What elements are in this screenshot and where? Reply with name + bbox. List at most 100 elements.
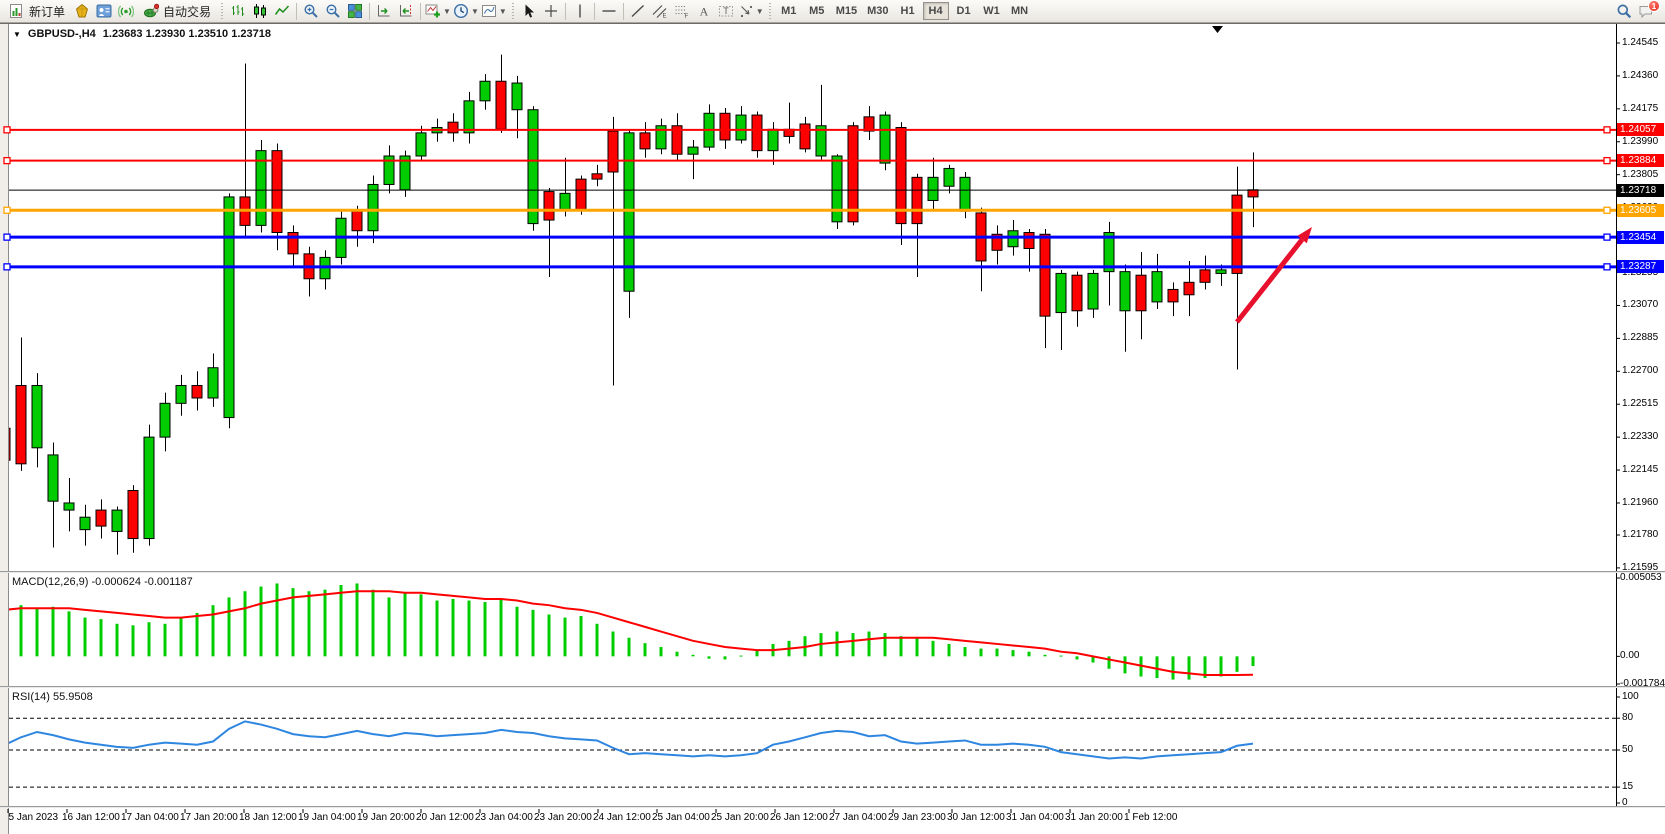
timeframe-h1-button[interactable]: H1 <box>900 5 915 17</box>
navigator-button[interactable] <box>93 1 115 21</box>
macd-bar <box>4 610 7 657</box>
line-handle[interactable] <box>1603 126 1611 134</box>
macd-bar <box>1059 655 1063 657</box>
chart-shift-marker-icon[interactable] <box>1212 26 1223 33</box>
macd-bar <box>931 640 935 657</box>
x-axis-label: 29 Jan 23:00 <box>888 812 946 823</box>
toolbar-separator <box>622 2 624 20</box>
price-line-badge: 1.23454 <box>1617 230 1664 244</box>
line-handle[interactable] <box>3 126 11 134</box>
equidistant-channel-button[interactable]: E <box>649 1 671 21</box>
line-chart-mode-button[interactable] <box>271 1 293 21</box>
toolbar-separator <box>593 2 595 20</box>
macd-bar <box>915 637 919 657</box>
line-handle[interactable] <box>3 263 11 271</box>
auto-trading-button[interactable]: 自动交易 <box>137 1 217 21</box>
dropdown-caret-icon[interactable]: ▼ <box>498 6 507 16</box>
candle-body <box>735 114 747 141</box>
hline-icon <box>601 3 617 19</box>
text-button[interactable]: A <box>693 1 715 21</box>
notifications-button[interactable]: 1 <box>1635 0 1660 21</box>
timeframe-w1-button[interactable]: W1 <box>983 5 1000 17</box>
horizontal-line-button[interactable] <box>598 1 620 21</box>
price-line-badge: 1.23718 <box>1617 183 1664 197</box>
candle-body <box>863 116 875 132</box>
line-handle[interactable] <box>3 206 11 214</box>
chart-symbol-period: GBPUSD-,H4 <box>27 28 96 40</box>
candle-body <box>1087 272 1099 310</box>
line-handle[interactable] <box>1603 156 1611 165</box>
macd-bar <box>1043 654 1047 657</box>
timeframe-h4-button[interactable]: H4 <box>922 2 949 20</box>
timeframe-m5-button[interactable]: M5 <box>809 5 825 17</box>
line-handle[interactable] <box>1603 263 1611 271</box>
template-icon <box>481 3 497 19</box>
chart-menu-icon[interactable]: ▼ <box>13 29 21 39</box>
market-watch-button[interactable] <box>71 1 93 21</box>
timeframe-m1-button[interactable]: M1 <box>781 5 797 17</box>
tile-windows-button[interactable] <box>344 1 366 21</box>
search-icon <box>1616 3 1632 19</box>
candle-body <box>575 178 587 210</box>
search-button[interactable] <box>1613 1 1635 21</box>
crosshair-button[interactable] <box>540 1 562 21</box>
macd-bar <box>1027 651 1031 657</box>
cursor-button[interactable] <box>518 1 540 21</box>
candle-body <box>543 191 555 221</box>
trendline-button[interactable] <box>627 1 649 21</box>
toolbar: 新订单 自动交易 ▼ ▼ ▼ E F A T ▼ M1 M5 M15 M30 H1 H4 D1 W1 MN 1 <box>0 0 1665 23</box>
line-handle[interactable] <box>3 233 11 241</box>
toolbar-grip <box>511 2 514 20</box>
macd-bar <box>643 643 647 657</box>
arrows-button[interactable]: ▼ <box>737 1 765 21</box>
timeframe-m15-button[interactable]: M15 <box>835 5 858 17</box>
line-handle[interactable] <box>3 156 11 165</box>
trend-arrow-head[interactable] <box>1297 227 1312 244</box>
dropdown-caret-icon[interactable]: ▼ <box>470 6 479 16</box>
line-handle[interactable] <box>1603 233 1611 241</box>
price-line-badge: 1.23605 <box>1617 203 1664 217</box>
zoom-out-icon <box>325 3 341 19</box>
periods-button[interactable]: ▼ <box>452 1 480 21</box>
new-order-button[interactable]: 新订单 <box>3 1 71 21</box>
fibonacci-button[interactable]: F <box>671 1 693 21</box>
panel-separator[interactable] <box>0 686 1665 688</box>
timeframe-m30-button[interactable]: M30 <box>867 5 889 17</box>
indicators-button[interactable]: ▼ <box>424 1 452 21</box>
templates-button[interactable]: ▼ <box>480 1 508 21</box>
vertical-line-button[interactable] <box>569 1 591 21</box>
window-left-edge <box>0 23 9 834</box>
candle-body <box>895 127 907 225</box>
dropdown-caret-icon[interactable]: ▼ <box>443 6 451 16</box>
auto-scroll-button[interactable] <box>373 1 395 21</box>
zoom-out-button[interactable] <box>322 1 344 21</box>
timeframe-mn-button[interactable]: MN <box>1010 5 1029 17</box>
macd-bar <box>291 588 295 657</box>
rsi-label: RSI(14) 55.9508 <box>12 691 93 703</box>
candle-body <box>383 155 395 185</box>
signals-button[interactable] <box>115 1 137 21</box>
dropdown-caret-icon[interactable]: ▼ <box>755 6 764 16</box>
macd-bar <box>707 656 711 659</box>
zoom-in-button[interactable] <box>300 1 322 21</box>
text-a-icon: A <box>696 3 712 19</box>
text-label-button[interactable]: T <box>715 1 737 21</box>
macd-bar <box>515 606 519 657</box>
bar-chart-mode-button[interactable] <box>227 1 249 21</box>
candle-body <box>1071 274 1083 312</box>
panel-separator[interactable] <box>0 571 1665 573</box>
chart-shift-button[interactable] <box>395 1 417 21</box>
timeframe-d1-button[interactable]: D1 <box>956 5 971 17</box>
candle-body <box>799 123 811 150</box>
candlestick-mode-button[interactable] <box>249 1 271 21</box>
candle-body <box>79 516 91 531</box>
candle-body <box>287 232 299 255</box>
y-axis-label: 1.24360 <box>1622 69 1659 81</box>
macd-bar <box>995 648 999 657</box>
candle-body <box>607 130 619 173</box>
trend-arrow[interactable] <box>1235 238 1305 324</box>
line-handle[interactable] <box>1603 206 1611 214</box>
macd-bar <box>467 600 471 657</box>
y-axis-label: 1.23070 <box>1622 299 1659 311</box>
